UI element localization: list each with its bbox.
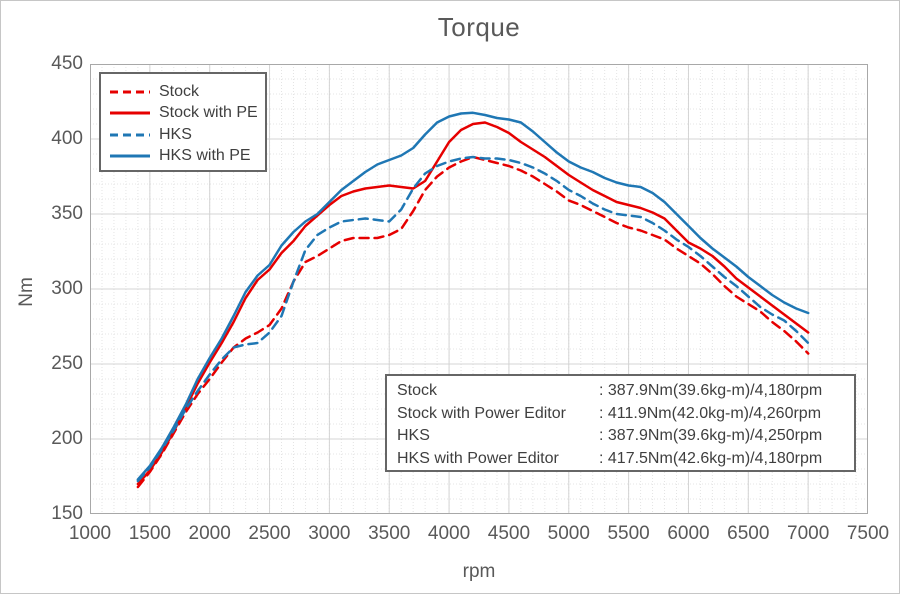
peak-row-value: : 417.5Nm(42.6kg-m)/4,180rpm bbox=[599, 449, 823, 467]
legend-item-hks: HKS bbox=[110, 124, 256, 146]
x-tick-label: 7500 bbox=[846, 523, 890, 544]
legend: Stock Stock with PE HKS HKS with PE bbox=[99, 72, 267, 172]
series-line-stock-with-pe bbox=[136, 121, 810, 486]
x-tick-label: 5000 bbox=[547, 523, 590, 544]
legend-label: HKS with PE bbox=[159, 147, 251, 165]
y-tick-label: 150 bbox=[51, 503, 83, 524]
peak-row-stock-with-pe: Stock with Power Editor : 411.9Nm(42.0kg… bbox=[397, 403, 844, 426]
hks-pe-solid-line-sample bbox=[110, 153, 150, 159]
peak-row-label: Stock bbox=[397, 382, 438, 399]
y-tick-label: 350 bbox=[51, 203, 83, 224]
x-tick-label: 4000 bbox=[427, 523, 471, 544]
chart-title: Torque bbox=[437, 12, 521, 42]
x-tick-label: 4500 bbox=[487, 523, 531, 544]
peak-row-value: : 387.9Nm(39.6kg-m)/4,180rpm bbox=[599, 382, 823, 399]
x-tick-label: 7000 bbox=[787, 523, 830, 544]
peak-row-label: HKS with Power Editor bbox=[397, 449, 559, 467]
peak-row-stock: Stock : 387.9Nm(39.6kg-m)/4,180rpm bbox=[397, 380, 844, 403]
stock-pe-solid-line-sample bbox=[110, 110, 150, 116]
stock-dashed-line-sample bbox=[110, 89, 150, 95]
x-tick-label: 3500 bbox=[368, 523, 411, 544]
hks-dashed-line-sample bbox=[110, 132, 150, 138]
y-tick-label: 200 bbox=[51, 428, 83, 449]
x-tick-label: 1500 bbox=[128, 523, 171, 544]
y-tick-label: 250 bbox=[51, 353, 83, 374]
peak-row-label: HKS bbox=[397, 427, 430, 444]
y-tick-label: 450 bbox=[51, 53, 83, 74]
legend-item-stock-with-pe: Stock with PE bbox=[110, 103, 258, 125]
series-line-hks-with-pe bbox=[136, 111, 810, 481]
x-tick-label: 5500 bbox=[607, 523, 650, 544]
plot-border bbox=[90, 64, 868, 514]
x-axis-title: rpm bbox=[462, 561, 496, 582]
x-tick-label: 2500 bbox=[248, 523, 291, 544]
x-tick-label: 1000 bbox=[68, 523, 112, 544]
legend-label: Stock with PE bbox=[159, 104, 258, 122]
x-tick-label: 6500 bbox=[727, 523, 770, 544]
x-tick-label: 3000 bbox=[308, 523, 351, 544]
legend-item-stock: Stock bbox=[110, 81, 256, 103]
peak-row-value: : 387.9Nm(39.6kg-m)/4,250rpm bbox=[599, 427, 823, 444]
series-line-hks bbox=[136, 155, 810, 483]
y-tick-label: 400 bbox=[51, 128, 83, 149]
legend-label: Stock bbox=[159, 82, 200, 100]
x-tick-label: 6000 bbox=[667, 523, 710, 544]
series-line-stock bbox=[136, 155, 810, 489]
y-tick-label: 300 bbox=[51, 278, 83, 299]
peak-row-label: Stock with Power Editor bbox=[397, 404, 566, 422]
peak-values-annotation: Stock : 387.9Nm(39.6kg-m)/4,180rpm Stock… bbox=[385, 374, 856, 472]
peak-row-value: : 411.9Nm(42.0kg-m)/4,260rpm bbox=[599, 404, 822, 422]
peak-row-hks-with-pe: HKS with Power Editor : 417.5Nm(42.6kg-m… bbox=[397, 448, 844, 471]
peak-row-hks: HKS : 387.9Nm(39.6kg-m)/4,250rpm bbox=[397, 425, 844, 448]
legend-item-hks-with-pe: HKS with PE bbox=[110, 146, 256, 168]
legend-label: HKS bbox=[159, 125, 192, 143]
x-tick-label: 2000 bbox=[188, 523, 231, 544]
